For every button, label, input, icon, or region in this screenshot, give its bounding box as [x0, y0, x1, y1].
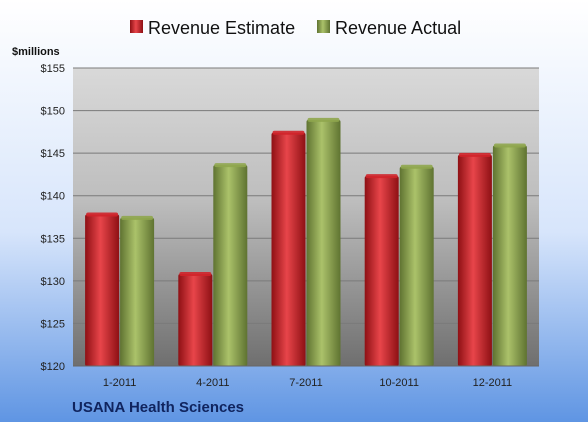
- bar-revenue-actual-cap: [214, 163, 247, 168]
- legend: Revenue Estimate Revenue Actual: [130, 18, 461, 38]
- bar-revenue-actual-cap: [121, 215, 154, 220]
- bar-revenue-estimate: [85, 214, 120, 366]
- legend-label-actual: Revenue Actual: [335, 18, 461, 38]
- x-tick-label: 12-2011: [473, 377, 513, 389]
- bar-revenue-actual-cap: [493, 143, 526, 148]
- y-axis-unit-label: $millions: [12, 46, 60, 58]
- y-tick-label: $140: [41, 191, 65, 203]
- bar-revenue-estimate: [178, 274, 213, 366]
- legend-swatch-estimate: [130, 20, 143, 33]
- bar-revenue-estimate-cap: [365, 174, 398, 179]
- bar-revenue-actual: [399, 166, 434, 366]
- y-axis-ticks: $120 $125 $130 $135 $140 $145 $150 $155: [41, 63, 65, 373]
- x-axis-ticks: 1-2011 4-2011 7-2011 10-2011 12-2011: [103, 377, 512, 389]
- bar-revenue-actual: [492, 145, 527, 366]
- y-tick-label: $120: [41, 361, 65, 373]
- y-tick-label: $150: [41, 106, 65, 118]
- legend-label-estimate: Revenue Estimate: [148, 18, 295, 38]
- bar-revenue-actual-cap: [400, 164, 433, 169]
- x-tick-label: 1-2011: [103, 377, 136, 389]
- bar-revenue-estimate-cap: [458, 152, 491, 157]
- x-tick-label: 10-2011: [379, 377, 419, 389]
- bar-revenue-estimate-cap: [86, 212, 119, 217]
- y-tick-label: $145: [41, 148, 65, 160]
- bar-revenue-estimate: [364, 176, 399, 366]
- bar-revenue-estimate-cap: [179, 272, 212, 277]
- x-tick-label: 4-2011: [196, 377, 229, 389]
- y-tick-label: $155: [41, 63, 65, 75]
- bar-revenue-actual: [120, 217, 155, 366]
- bar-revenue-actual: [306, 119, 341, 367]
- bar-revenue-estimate-cap: [272, 130, 305, 135]
- legend-item-estimate: Revenue Estimate: [130, 18, 295, 38]
- y-tick-label: $130: [41, 276, 65, 288]
- y-tick-label: $125: [41, 318, 65, 330]
- legend-item-actual: Revenue Actual: [317, 18, 461, 38]
- y-tick-label: $135: [41, 233, 65, 245]
- bar-revenue-actual: [213, 165, 248, 366]
- legend-swatch-actual: [317, 20, 330, 33]
- bar-revenue-actual-cap: [307, 117, 340, 122]
- bars: [85, 117, 527, 367]
- bar-revenue-estimate: [271, 132, 306, 366]
- x-tick-label: 7-2011: [289, 377, 322, 389]
- company-name: USANA Health Sciences: [72, 399, 244, 416]
- bar-revenue-estimate: [457, 154, 492, 366]
